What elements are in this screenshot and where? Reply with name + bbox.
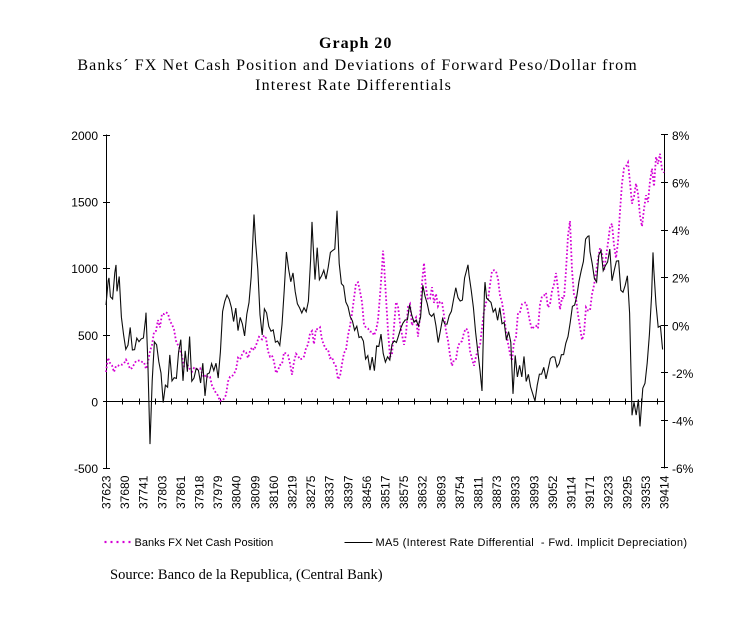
svg-text:37803: 37803 bbox=[155, 475, 169, 509]
svg-text:37623: 37623 bbox=[100, 475, 114, 509]
svg-text:37741: 37741 bbox=[137, 475, 151, 509]
svg-text:38040: 38040 bbox=[230, 475, 244, 509]
svg-text:Banks´ FX Net Cash Position an: Banks´ FX Net Cash Position and Deviatio… bbox=[77, 57, 637, 74]
svg-text:37979: 37979 bbox=[211, 475, 225, 509]
svg-text:2000: 2000 bbox=[71, 129, 98, 143]
svg-text:1000: 1000 bbox=[71, 262, 98, 276]
svg-text:39414: 39414 bbox=[658, 475, 672, 509]
svg-text:38099: 38099 bbox=[248, 475, 262, 509]
svg-text:1500: 1500 bbox=[71, 196, 98, 210]
svg-text:0%: 0% bbox=[672, 319, 690, 333]
svg-text:39052: 39052 bbox=[546, 475, 560, 509]
svg-text:39114: 39114 bbox=[565, 476, 579, 509]
svg-text:Source: Banco de la Republica,: Source: Banco de la Republica, (Central … bbox=[110, 567, 383, 583]
svg-text:38160: 38160 bbox=[267, 475, 281, 509]
svg-text:Interest Rate Differentials: Interest Rate Differentials bbox=[255, 77, 452, 94]
svg-text:39353: 39353 bbox=[639, 475, 653, 509]
svg-text:4%: 4% bbox=[672, 224, 690, 238]
svg-text:38275: 38275 bbox=[304, 475, 318, 509]
svg-text:-2%: -2% bbox=[672, 367, 694, 381]
svg-text:38993: 38993 bbox=[527, 475, 541, 509]
svg-text:0: 0 bbox=[91, 395, 98, 409]
svg-text:-4%: -4% bbox=[672, 414, 694, 428]
svg-text:500: 500 bbox=[78, 329, 98, 343]
svg-text:Banks FX Net Cash Position: Banks FX Net Cash Position bbox=[135, 537, 274, 549]
svg-text:38575: 38575 bbox=[397, 475, 411, 509]
svg-text:38811: 38811 bbox=[472, 476, 486, 509]
svg-text:38754: 38754 bbox=[453, 475, 467, 509]
svg-text:Graph 20: Graph 20 bbox=[319, 35, 392, 52]
svg-text:38517: 38517 bbox=[379, 475, 393, 509]
svg-text:39171: 39171 bbox=[583, 475, 597, 509]
svg-text:-6%: -6% bbox=[672, 462, 694, 476]
svg-text:38693: 38693 bbox=[434, 475, 448, 509]
svg-text:37918: 37918 bbox=[193, 475, 207, 509]
svg-text:38933: 38933 bbox=[509, 475, 523, 509]
svg-text:2%: 2% bbox=[672, 272, 690, 286]
svg-text:37680: 37680 bbox=[118, 475, 132, 509]
svg-text:38337: 38337 bbox=[323, 475, 337, 509]
svg-text:37861: 37861 bbox=[174, 475, 188, 509]
svg-text:38632: 38632 bbox=[416, 475, 430, 509]
svg-text:MA5 (Interest Rate Differentia: MA5 (Interest Rate Differential - Fwd. I… bbox=[376, 537, 688, 549]
svg-text:-500: -500 bbox=[74, 462, 98, 476]
svg-text:39233: 39233 bbox=[602, 475, 616, 509]
svg-text:39295: 39295 bbox=[620, 475, 634, 509]
svg-text:38397: 38397 bbox=[341, 475, 355, 509]
svg-text:6%: 6% bbox=[672, 177, 690, 191]
svg-text:38873: 38873 bbox=[490, 475, 504, 509]
svg-text:8%: 8% bbox=[672, 129, 690, 143]
svg-text:38219: 38219 bbox=[286, 475, 300, 509]
svg-text:38456: 38456 bbox=[360, 475, 374, 509]
